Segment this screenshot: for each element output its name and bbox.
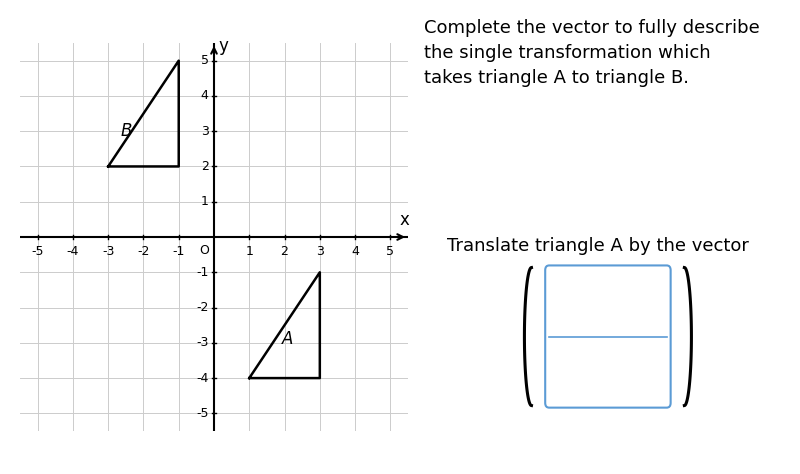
Text: -2: -2 — [138, 245, 150, 258]
Bar — [551, 337, 665, 401]
Text: 1: 1 — [201, 195, 209, 208]
Text: A: A — [282, 330, 294, 348]
Text: O: O — [199, 244, 209, 257]
Text: 2: 2 — [281, 245, 289, 258]
Text: -3: -3 — [102, 245, 114, 258]
Text: 4: 4 — [201, 90, 209, 102]
Text: 1: 1 — [246, 245, 254, 258]
Text: 5: 5 — [386, 245, 394, 258]
Text: -5: -5 — [31, 245, 44, 258]
Text: y: y — [218, 37, 228, 55]
Text: 4: 4 — [351, 245, 359, 258]
Text: Complete the vector to fully describe
the single transformation which
takes tria: Complete the vector to fully describe th… — [424, 19, 759, 87]
Text: -3: -3 — [196, 337, 209, 349]
Text: x: x — [399, 211, 410, 229]
Text: -5: -5 — [196, 407, 209, 420]
Text: 3: 3 — [201, 125, 209, 137]
Text: 2: 2 — [201, 160, 209, 173]
Text: Translate triangle A by the vector: Translate triangle A by the vector — [447, 237, 749, 255]
Text: -4: -4 — [196, 372, 209, 384]
Text: -1: -1 — [173, 245, 185, 258]
Text: 5: 5 — [201, 54, 209, 67]
Bar — [551, 270, 665, 334]
FancyBboxPatch shape — [546, 265, 670, 408]
Text: -1: -1 — [196, 266, 209, 279]
Text: -2: -2 — [196, 301, 209, 314]
Text: 3: 3 — [316, 245, 324, 258]
Text: -4: -4 — [66, 245, 79, 258]
Text: B: B — [120, 122, 131, 140]
